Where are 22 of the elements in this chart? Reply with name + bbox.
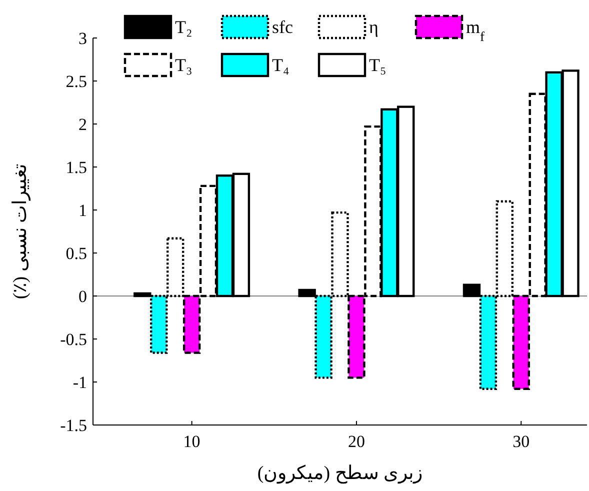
y-axis-title: تغییرات نسبی (٪) <box>10 164 31 300</box>
y-tick-label: 0 <box>78 287 87 306</box>
x-tick-label: 10 <box>183 432 200 451</box>
legend-label: sfc <box>272 17 293 37</box>
legend-label: T₄ <box>272 55 290 75</box>
y-tick-label: 2 <box>78 115 87 134</box>
legend-label: m$_{f}$ <box>466 17 486 44</box>
y-tick-label: -1 <box>72 373 87 392</box>
x-tick-label: 30 <box>512 432 530 451</box>
y-tick-label: -0.5 <box>60 330 87 349</box>
y-tick-label: 1 <box>78 201 87 220</box>
y-tick-label: 2.5 <box>66 72 87 91</box>
y-tick-label: 3 <box>78 29 87 48</box>
legend-label: T₅ <box>369 55 386 75</box>
x-tick-label: 20 <box>348 432 365 451</box>
y-tick-label: 0.5 <box>66 244 87 263</box>
legend-label: T₃ <box>175 55 192 75</box>
y-tick-label: -1.5 <box>60 416 87 435</box>
x-axis-title: زبری سطح (میکرون) <box>257 463 423 484</box>
y-tick-label: 1.5 <box>66 158 87 177</box>
legend-label: T₂ <box>175 17 192 37</box>
legend-label: η <box>369 17 378 37</box>
